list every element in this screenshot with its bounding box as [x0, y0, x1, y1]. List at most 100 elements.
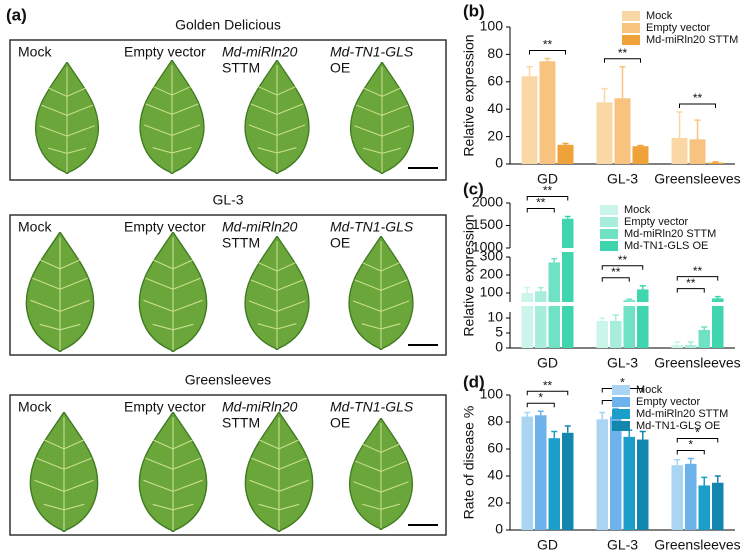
bar	[712, 482, 724, 530]
error-bar	[626, 429, 633, 437]
y-tick-label: 20	[487, 127, 503, 143]
legend-label: Md-TN1-GLS OE	[624, 240, 708, 252]
bar	[671, 345, 683, 348]
leaf	[138, 412, 208, 532]
photo-frame	[9, 394, 447, 536]
legend-swatch	[622, 11, 640, 21]
photo-label: Md-miRln20	[222, 219, 298, 235]
photo-label: Empty vector	[124, 44, 206, 60]
bar	[562, 218, 574, 348]
bar	[562, 432, 574, 530]
legend-swatch	[600, 217, 618, 227]
y-axis-label: Relative expression	[461, 214, 477, 336]
significance-label: **	[618, 253, 628, 267]
error-bar	[524, 286, 531, 293]
significance-bracket	[679, 103, 716, 108]
leaf	[34, 62, 100, 174]
leaf	[139, 60, 205, 174]
error-bar	[601, 87, 608, 103]
x-tick-label: GL-3	[607, 537, 638, 553]
error-bar	[619, 65, 626, 99]
legend-swatch	[612, 385, 630, 395]
leaf	[244, 60, 310, 174]
bar	[698, 330, 710, 348]
error-bar	[564, 215, 571, 219]
significance-label: *	[695, 426, 700, 440]
bar	[521, 416, 533, 530]
error-bar	[551, 430, 558, 439]
photo-frame	[9, 214, 447, 356]
bar	[614, 98, 631, 164]
axis-break	[593, 302, 650, 306]
photo-label: Empty vector	[124, 399, 206, 415]
bar	[596, 419, 608, 530]
error-bar	[626, 298, 633, 301]
error-bar	[714, 295, 721, 299]
photo-label: STTM	[222, 235, 260, 251]
bar	[535, 291, 547, 348]
axis-break	[518, 248, 575, 252]
y-tick-label: 0	[495, 521, 503, 537]
error-bar	[674, 459, 681, 466]
bar	[671, 137, 688, 164]
y-tick-label: 10	[487, 309, 503, 325]
bar	[539, 61, 556, 164]
y-tick-label: 1500	[472, 216, 503, 232]
axis-break	[668, 302, 725, 306]
legend-label: Mock	[646, 10, 673, 22]
legend-swatch	[622, 23, 640, 33]
bar	[689, 139, 706, 164]
bar	[596, 102, 613, 164]
photo-label: Md-miRln20	[222, 44, 298, 60]
error-bar	[524, 411, 531, 417]
panel-label: (c)	[463, 179, 484, 198]
leaf	[348, 236, 414, 350]
bar	[610, 321, 622, 348]
y-tick-label: 200	[480, 266, 504, 282]
significance-bracket	[676, 449, 705, 455]
y-tick-label: 300	[480, 248, 504, 264]
bar	[698, 485, 710, 530]
significance-label: **	[536, 196, 546, 210]
error-bar	[712, 161, 719, 163]
x-tick-label: GL-3	[607, 355, 638, 371]
photo-label: STTM	[222, 415, 260, 431]
error-bar	[537, 286, 544, 292]
legend-label: Mock	[636, 384, 663, 396]
row-title: Greensleeves	[185, 372, 271, 388]
legend-label: Empty vector	[624, 216, 689, 228]
photo-label: Md-TN1-GLS	[330, 44, 414, 60]
legend-swatch	[600, 229, 618, 239]
x-tick-label: Greensleeves	[654, 355, 740, 371]
y-tick-label: 5	[495, 324, 503, 340]
error-bar	[687, 341, 694, 345]
significance-bracket	[604, 58, 641, 63]
bar	[623, 436, 635, 530]
row-title: GL-3	[212, 192, 243, 208]
legend-swatch	[612, 397, 630, 407]
significance-label: *	[620, 376, 625, 390]
legend-label: Md-miRln20 STTM	[646, 34, 738, 46]
y-tick-label: 100	[480, 284, 504, 300]
y-tick-label: 20	[487, 494, 503, 510]
y-tick-label: 100	[480, 18, 504, 34]
bar	[712, 298, 724, 348]
error-bar	[639, 430, 646, 440]
x-tick-label: Greensleeves	[654, 171, 740, 187]
bar	[521, 293, 533, 348]
significance-label: **	[543, 38, 553, 52]
error-bar	[676, 111, 683, 138]
bar	[521, 76, 538, 164]
error-bar	[639, 285, 646, 290]
significance-bracket	[676, 288, 705, 293]
leaf	[29, 412, 99, 532]
error-bar	[599, 317, 606, 321]
bar	[637, 439, 649, 530]
legend-swatch	[612, 409, 630, 419]
photo-label: Mock	[18, 219, 52, 235]
significance-bracket	[526, 208, 555, 213]
leaf	[348, 418, 414, 530]
y-tick-label: 0	[495, 339, 503, 355]
photo-label: Empty vector	[124, 219, 206, 235]
